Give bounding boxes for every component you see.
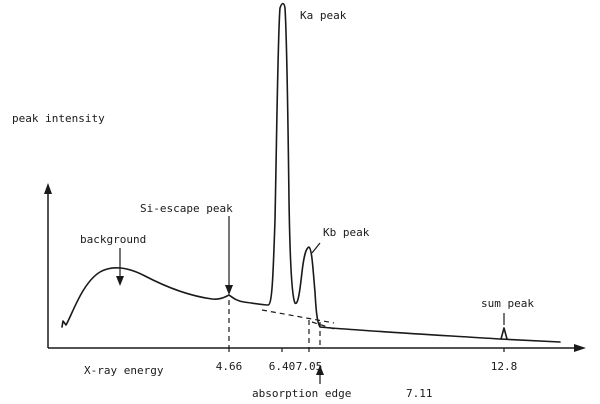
background-extrapolation-lower (311, 321, 335, 330)
kb-peak-label: Kb peak (323, 226, 370, 239)
axes (44, 183, 586, 352)
labels: peak intensity X-ray energy background S… (12, 9, 534, 400)
ka-peak-label: Ka peak (300, 9, 347, 22)
background-extrapolation-upper (261, 309, 335, 324)
background-pointer-head (116, 276, 124, 286)
x-tick-labels: 4.66 6.40 7.05 12.8 (216, 348, 518, 373)
background-extrapolation (261, 309, 335, 330)
si-escape-pointer-head (225, 285, 233, 295)
background-label: background (80, 233, 146, 246)
x-tick-label: 7.05 (296, 360, 323, 373)
kb-pointer (311, 242, 321, 254)
spectrum-curve (61, 2, 561, 343)
absorption-edge-pointer-head (316, 365, 324, 375)
x-axis-arrowhead (574, 344, 586, 352)
absorption-edge-label: absorption edge (252, 387, 351, 400)
x-tick-label: 4.66 (216, 360, 243, 373)
sum-peak (500, 327, 508, 340)
absorption-edge-value: 7.11 (406, 387, 433, 400)
y-axis-label: peak intensity (12, 112, 105, 125)
y-axis-arrowhead (44, 183, 52, 194)
annotation-pointers (116, 216, 505, 384)
x-tick-label: 12.8 (491, 360, 518, 373)
sum-peak-label: sum peak (481, 297, 534, 310)
energy-guides (228, 300, 321, 348)
x-tick-label: 6.40 (269, 360, 296, 373)
si-escape-label: Si-escape peak (140, 202, 233, 215)
x-axis-label: X-ray energy (84, 364, 164, 377)
